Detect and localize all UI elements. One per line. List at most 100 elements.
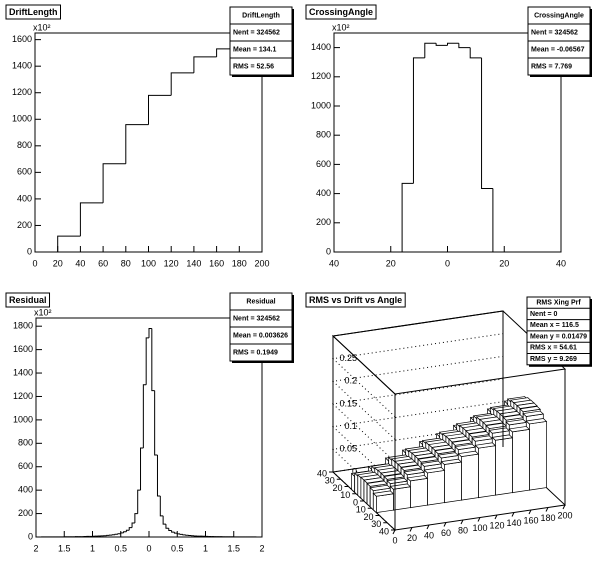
- histogram-bin: [424, 42, 437, 58]
- lego-side: [360, 476, 365, 502]
- lego-front: [478, 445, 496, 499]
- stats-line: Mean y = 0.01479: [530, 333, 587, 340]
- histogram-bin: [125, 529, 130, 532]
- y-tick-label: 1000: [13, 414, 33, 424]
- z-tick-label: 0.2: [344, 376, 357, 386]
- x-tick-label: 20: [499, 258, 509, 268]
- y-tick-label: 1000: [12, 114, 32, 124]
- z-tick-label: 0.15: [339, 398, 357, 408]
- histogram-bin: [131, 522, 135, 528]
- stats-line: Nent = 324562: [233, 29, 280, 36]
- y-tick-label: 1200: [13, 391, 33, 401]
- x-tick-label: 1.5: [58, 543, 71, 553]
- lego-front: [461, 453, 479, 501]
- x-tick-label: 200: [557, 510, 572, 520]
- x-tick: [545, 507, 549, 512]
- lego-box: [372, 490, 395, 514]
- pad-title: RMS vs Drift vs Angle: [309, 295, 402, 305]
- x-tick-label: 160: [523, 515, 538, 525]
- histogram-bin: [492, 188, 505, 253]
- histogram-bin: [148, 328, 152, 338]
- y-tick-label: 200: [17, 220, 32, 230]
- lego-top: [522, 410, 545, 417]
- lego-top: [474, 442, 497, 449]
- y-tick-label: 0: [27, 246, 32, 256]
- stats-line: Nent = 324562: [233, 315, 280, 322]
- x-tick-label: 0.5: [171, 543, 184, 553]
- x-tick-label: 160: [209, 258, 224, 268]
- histogram-bin: [401, 182, 414, 252]
- lego-top: [508, 426, 531, 433]
- histogram-bin: [162, 515, 166, 525]
- y-tick-label: 0: [353, 497, 358, 507]
- x-tick: [528, 509, 532, 515]
- x-tick: [409, 527, 413, 532]
- y-tick-label: 40: [379, 526, 389, 536]
- axis-multiplier: x10²: [332, 22, 350, 32]
- x-tick-label: 0: [146, 543, 151, 553]
- lego-top: [440, 458, 463, 465]
- pad-title: Residual: [9, 295, 47, 305]
- x-tick: [477, 517, 481, 522]
- lego-top: [525, 418, 548, 425]
- x-tick: [562, 504, 566, 510]
- stats-line: RMS x = 54.61: [530, 345, 577, 352]
- lego-front: [410, 477, 428, 509]
- histogram-bin: [154, 390, 158, 456]
- z-tick-label: 0.05: [339, 444, 357, 454]
- stats-line: Mean = 0.003626: [233, 332, 288, 339]
- histogram-bin: [102, 163, 126, 203]
- histogram-bin: [193, 56, 217, 73]
- z-tick-label: 0.1: [344, 421, 357, 431]
- pad-title-box: [305, 4, 377, 20]
- x-tick-label: 40: [424, 530, 434, 540]
- z-grid-line: [331, 378, 504, 463]
- x-tick-label: 200: [254, 258, 269, 268]
- lego-side: [363, 479, 368, 505]
- z-grid-line: [331, 333, 504, 418]
- stats-line: Mean = 134.1: [233, 46, 276, 53]
- lego-front: [495, 437, 513, 496]
- histogram-bin: [458, 43, 471, 49]
- histogram-bin: [57, 235, 81, 252]
- pad-title: CrossingAngle: [309, 7, 373, 17]
- histogram-bin: [148, 94, 172, 125]
- x-tick-label: 140: [506, 518, 521, 528]
- x-tick-label: 2: [33, 543, 38, 553]
- y-tick-label: 1200: [311, 71, 331, 81]
- stats-title: RMS Xing Prf: [536, 299, 581, 306]
- histogram-bin: [165, 524, 169, 529]
- y-tick-label: 1200: [12, 87, 32, 97]
- histogram-bin: [481, 57, 493, 189]
- x-tick-label: 0: [445, 258, 450, 268]
- histogram-bin: [142, 384, 147, 448]
- lego-side: [354, 472, 359, 497]
- lego-front: [427, 470, 445, 506]
- histogram-bin: [123, 531, 127, 533]
- pad-title-box: [5, 292, 51, 308]
- x-tick: [460, 519, 464, 525]
- y-tick-label: 40: [317, 468, 327, 478]
- histogram-bin: [151, 328, 155, 392]
- y-tick-label: 1400: [12, 61, 32, 71]
- x-tick: [426, 524, 430, 530]
- y-tick-label: 0: [326, 246, 331, 256]
- x-tick-label: 40: [329, 258, 339, 268]
- y-tick-label: 20: [332, 483, 342, 493]
- lego-front: [512, 428, 530, 494]
- y-tick-label: 1600: [12, 34, 32, 44]
- y-tick-label: 1600: [13, 344, 33, 354]
- y-tick-label: 200: [18, 508, 33, 518]
- stats-title: CrossingAngle: [534, 12, 584, 19]
- y-tick-label: 10: [340, 490, 350, 500]
- pad-title-box: [5, 4, 61, 20]
- x-tick: [494, 514, 498, 520]
- x-tick-label: 40: [556, 258, 566, 268]
- histogram-bin: [137, 489, 141, 514]
- axis-multiplier: x10²: [34, 307, 52, 317]
- plot-frame: [35, 317, 263, 538]
- y-tick-label: 400: [17, 193, 32, 203]
- x-tick-label: 40: [75, 258, 85, 268]
- histogram-bin: [176, 533, 181, 535]
- histogram-bin: [173, 532, 178, 534]
